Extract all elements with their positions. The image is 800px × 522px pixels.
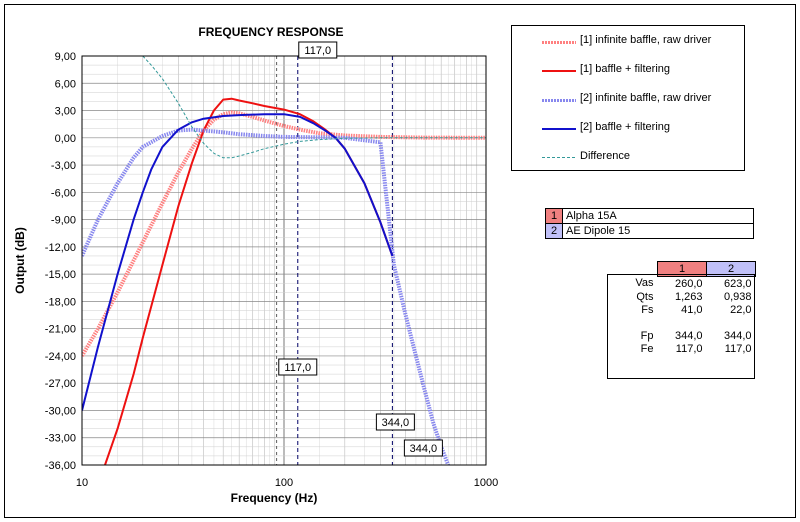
param-value-2: 117,0 <box>724 342 752 355</box>
series-difference <box>142 56 486 159</box>
parameter-table: 1 2 Vas 260,0 623,0 Qts 1,263 0,938 Fs 41,0 22… <box>611 261 756 355</box>
driver-name: Alpha 15A <box>562 208 754 224</box>
legend-item-1-raw: [1] infinite baffle, raw driver <box>542 34 742 50</box>
param-value-1: 41,0 <box>681 303 703 316</box>
param-label: Vas <box>635 277 654 290</box>
y-tick-label: -30,00 <box>45 405 76 417</box>
param-row <box>611 316 756 329</box>
param-value-2 <box>707 316 756 329</box>
driver-number: 2 <box>545 223 563 239</box>
param-value-2: 22,0 <box>730 303 752 316</box>
y-tick-label: 3,00 <box>55 106 76 118</box>
param-label: Qts <box>636 290 654 303</box>
legend-label: [2] infinite baffle, raw driver <box>580 92 712 104</box>
driver-number: 1 <box>545 208 563 224</box>
param-value-1: 117,0 <box>675 342 703 355</box>
y-tick-label: -33,00 <box>45 433 76 445</box>
y-tick-label: -15,00 <box>45 269 76 281</box>
param-header-1: 1 <box>657 261 707 277</box>
param-value-2: 623,0 <box>723 277 752 290</box>
legend-label: [1] infinite baffle, raw driver <box>580 34 712 46</box>
param-header-2: 2 <box>706 261 756 277</box>
frequency-response-chart: 9,00 6,00 3,00 0,00 -3,00 -6,00 -9,00 -12,00 -15… <box>13 25 498 505</box>
y-tick-label: -3,00 <box>51 160 76 172</box>
y-tick-label: -27,00 <box>45 378 76 390</box>
y-tick-label: -18,00 <box>45 296 76 308</box>
y-tick-label: -36,00 <box>45 460 76 472</box>
legend-item-2-filtered: [2] baffle + filtering <box>542 121 742 137</box>
legend-item-1-filtered: [1] baffle + filtering <box>542 63 742 79</box>
legend-label: [1] baffle + filtering <box>580 63 670 75</box>
marker-label-fp-lower: 344,0 <box>410 443 438 455</box>
y-tick-label: 6,00 <box>55 78 76 90</box>
y-axis-label: Output (dB) <box>13 227 27 294</box>
legend-item-2-raw: [2] infinite baffle, raw driver <box>542 92 742 108</box>
series-2-baffle-filtering <box>82 113 394 411</box>
y-tick-label: -12,00 <box>45 242 76 254</box>
legend-swatch <box>542 70 576 72</box>
marker-label-fe: 117,0 <box>284 362 311 374</box>
param-row: Fe 117,0 117,0 <box>611 342 756 355</box>
y-tick-label: 9,00 <box>55 51 76 63</box>
marker-label-fp: 344,0 <box>382 417 410 429</box>
marker-label-fe-box <box>278 358 318 376</box>
y-tick-label: -9,00 <box>51 215 76 227</box>
legend-swatch <box>542 157 576 158</box>
driver-row: 1 Alpha 15A <box>545 208 754 224</box>
param-header-row: 1 2 <box>611 261 756 277</box>
legend-swatch <box>542 128 576 130</box>
plot-border <box>81 55 487 466</box>
param-label <box>611 316 658 329</box>
param-row: Qts 1,263 0,938 <box>611 290 756 303</box>
legend-swatch <box>542 99 576 102</box>
param-label: Fe <box>640 342 654 355</box>
y-tick-label: 0,00 <box>55 133 76 145</box>
x-tick-label: 1000 <box>474 477 498 489</box>
param-value-2: 344,0 <box>723 329 752 342</box>
legend-swatch <box>542 41 576 44</box>
legend-label: Difference <box>580 150 630 162</box>
x-axis-label: Frequency (Hz) <box>231 491 318 505</box>
param-row: Fp 344,0 344,0 <box>611 329 756 342</box>
x-tick-label: 10 <box>76 477 88 489</box>
marker-label-fe-top: 117,0 <box>304 45 331 57</box>
y-tick-label: -24,00 <box>45 351 76 363</box>
chart-frame: 9,00 6,00 3,00 0,00 -3,00 -6,00 -9,00 -12,00 -15… <box>4 4 796 518</box>
driver-name: AE Dipole 15 <box>562 223 754 239</box>
y-tick-label: -21,00 <box>45 324 76 336</box>
param-row: Fs 41,0 22,0 <box>611 303 756 316</box>
param-value-1: 260,0 <box>674 277 703 290</box>
param-label: Fp <box>640 329 654 342</box>
param-value-1 <box>658 316 707 329</box>
param-label: Fs <box>641 303 654 316</box>
x-tick-label: 100 <box>275 477 293 489</box>
param-value-2: 0,938 <box>723 290 752 303</box>
marker-label-fp-lower-box <box>403 439 443 457</box>
chart-title: FREQUENCY RESPONSE <box>198 25 343 39</box>
legend-label: [2] baffle + filtering <box>580 121 670 133</box>
driver-table: 1 Alpha 15A 2 AE Dipole 15 <box>545 208 754 239</box>
series-group <box>82 56 486 465</box>
legend-item-difference: Difference <box>542 150 742 166</box>
y-tick-label: -6,00 <box>51 187 76 199</box>
param-row: Vas 260,0 623,0 <box>611 277 756 291</box>
param-header-spacer <box>611 262 658 277</box>
series-1-raw-driver <box>82 110 486 357</box>
series-2-raw-driver <box>82 127 451 465</box>
marker-label-fp-box <box>375 413 415 431</box>
param-value-1: 344,0 <box>674 329 703 342</box>
param-value-1: 1,263 <box>674 290 703 303</box>
chart-legend: [1] infinite baffle, raw driver [1] baff… <box>511 25 745 171</box>
marker-label-fe-top-box <box>298 41 338 59</box>
driver-row: 2 AE Dipole 15 <box>545 223 754 239</box>
